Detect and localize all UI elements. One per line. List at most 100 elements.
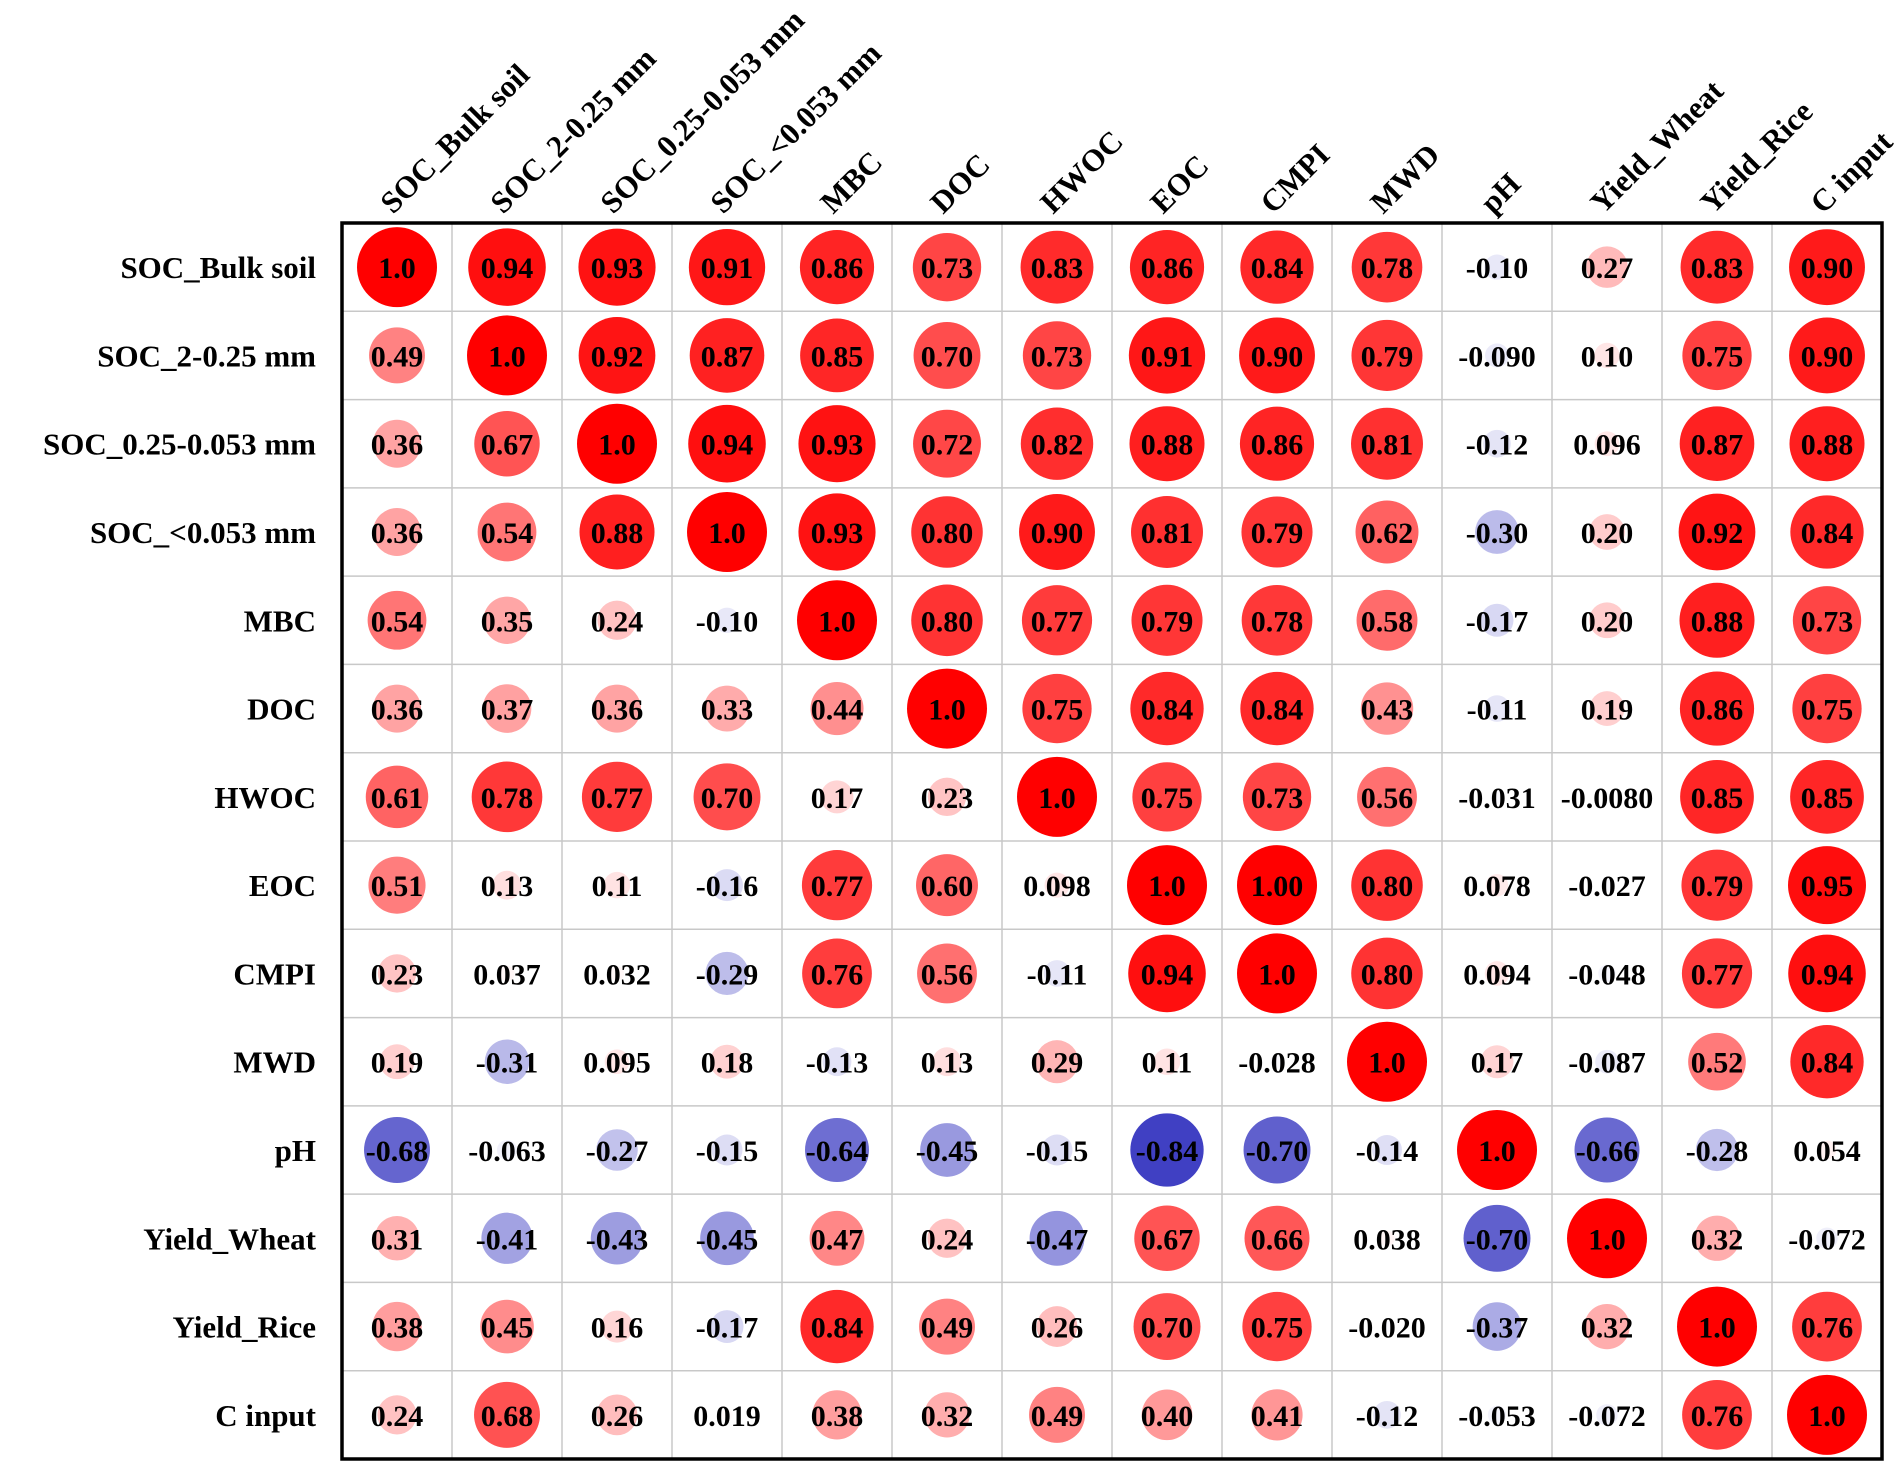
correlation-circle-eoc-cmpi [1237, 845, 1317, 926]
correlation-circle-yield-rice-soc-lt-0-053-mm [710, 1310, 744, 1344]
correlation-value-soc-lt-0-053-mm-soc-2-0-25-mm: 0.54 [481, 517, 534, 550]
correlation-value-soc-2-0-25-mm-mbc: 0.85 [811, 340, 864, 373]
correlation-value-mbc-eoc: 0.79 [1141, 605, 1194, 638]
correlation-circle-soc-bulk-soil-doc [912, 232, 982, 302]
correlation-circle-mwd-eoc [1153, 1048, 1181, 1075]
column-label-cmpi: CMPI [1253, 137, 1336, 220]
correlation-circle-c-input-yield-rice [1682, 1379, 1752, 1450]
correlation-circle-eoc-ph [1485, 873, 1509, 897]
correlation-value-hwoc-yield-wheat: -0.0080 [1561, 782, 1654, 815]
correlation-circle-soc-lt-0-053-mm-mwd [1355, 500, 1419, 564]
row-label-soc-0-25-0-053-mm: SOC_0.25-0.053 mm [43, 427, 316, 462]
correlation-value-doc-mwd: 0.43 [1361, 694, 1414, 727]
correlation-value-mbc-soc-bulk-soil: 0.54 [371, 605, 424, 638]
correlation-circle-ph-soc-bulk-soil [364, 1117, 430, 1183]
correlation-value-soc-bulk-soil-soc-bulk-soil: 1.0 [378, 252, 416, 285]
correlation-circle-doc-yield-wheat [1589, 691, 1625, 727]
correlation-circle-soc-bulk-soil-yield-wheat [1586, 246, 1628, 288]
correlation-circle-yield-wheat-ph [1463, 1204, 1531, 1272]
correlation-circle-mwd-mwd [1347, 1021, 1427, 1102]
correlation-value-c-input-soc-bulk-soil: 0.24 [371, 1400, 424, 1433]
correlation-value-mwd-soc-2-0-25-mm: -0.31 [476, 1047, 539, 1080]
correlation-value-hwoc-cmpi: 0.73 [1251, 782, 1304, 815]
correlation-value-hwoc-yield-rice: 0.85 [1691, 782, 1744, 815]
correlation-circle-soc-lt-0-053-mm-eoc [1131, 496, 1203, 568]
correlation-value-ph-cmpi: -0.70 [1246, 1135, 1309, 1168]
correlation-circle-yield-wheat-soc-lt-0-053-mm [700, 1211, 754, 1266]
correlation-value-c-input-mwd: -0.12 [1356, 1400, 1419, 1433]
correlation-circle-cmpi-soc-2-0-25-mm [499, 965, 515, 982]
correlation-circle-soc-2-0-25-mm-c-input [1789, 317, 1865, 394]
correlation-value-soc-2-0-25-mm-soc-0-25-0-053-mm: 0.92 [591, 340, 644, 373]
row-labels: SOC_Bulk soil SOC_2-0.25 mm SOC_0.25-0.053… [43, 250, 317, 1433]
column-label-c-input: C input [1803, 123, 1900, 220]
correlation-circle-mwd-soc-2-0-25-mm [484, 1039, 530, 1084]
correlation-value-cmpi-mbc: 0.76 [811, 958, 864, 991]
correlation-value-hwoc-hwoc: 1.0 [1038, 782, 1076, 815]
row-label-hwoc: HWOC [214, 780, 316, 815]
correlation-circle-hwoc-doc [927, 777, 967, 817]
correlation-value-eoc-eoc: 1.0 [1148, 870, 1186, 903]
correlation-circle-yield-wheat-yield-rice [1694, 1215, 1740, 1261]
column-label-hwoc: HWOC [1033, 123, 1130, 220]
correlation-circle-yield-rice-soc-bulk-soil [372, 1301, 422, 1352]
correlation-value-cmpi-cmpi: 1.0 [1258, 958, 1296, 991]
correlation-value-cmpi-soc-0-25-0-053-mm: 0.032 [583, 958, 651, 991]
correlation-value-soc-lt-0-053-mm-soc-lt-0-053-mm: 1.0 [708, 517, 746, 550]
correlation-value-cmpi-c-input: 0.94 [1801, 958, 1854, 991]
correlation-value-yield-rice-yield-wheat: 0.32 [1581, 1312, 1634, 1345]
correlation-circle-soc-2-0-25-mm-ph [1485, 343, 1509, 368]
correlation-value-yield-wheat-soc-lt-0-053-mm: -0.45 [696, 1223, 759, 1256]
correlation-circle-soc-lt-0-053-mm-doc [911, 496, 983, 568]
correlation-circle-mbc-yield-rice [1679, 582, 1755, 658]
correlation-circle-cmpi-hwoc [1043, 960, 1071, 987]
correlation-circle-soc-lt-0-053-mm-soc-0-25-0-053-mm [579, 494, 655, 570]
correlation-value-yield-rice-soc-bulk-soil: 0.38 [371, 1312, 424, 1345]
correlation-value-yield-wheat-c-input: -0.072 [1788, 1223, 1866, 1256]
row-label-mbc: MBC [244, 603, 316, 638]
correlation-value-eoc-soc-lt-0-053-mm: -0.16 [696, 870, 759, 903]
correlation-value-doc-c-input: 0.75 [1801, 694, 1854, 727]
correlation-circle-soc-2-0-25-mm-eoc [1128, 317, 1206, 394]
correlation-circle-mbc-cmpi [1241, 584, 1313, 656]
correlation-value-mwd-doc: 0.13 [921, 1047, 974, 1080]
correlation-circle-soc-0-25-0-053-mm-mbc [798, 405, 876, 483]
correlation-value-mwd-yield-rice: 0.52 [1691, 1047, 1744, 1080]
correlation-value-yield-wheat-soc-2-0-25-mm: -0.41 [476, 1223, 539, 1256]
correlation-value-soc-bulk-soil-doc: 0.73 [921, 252, 974, 285]
correlation-value-soc-0-25-0-053-mm-hwoc: 0.82 [1031, 429, 1084, 462]
correlation-circle-ph-doc [920, 1123, 974, 1177]
correlation-circle-mwd-yield-rice [1688, 1032, 1746, 1091]
correlation-value-soc-bulk-soil-soc-lt-0-053-mm: 0.91 [701, 252, 754, 285]
row-label-doc: DOC [247, 692, 316, 727]
correlation-value-cmpi-doc: 0.56 [921, 958, 974, 991]
correlation-circle-eoc-soc-0-25-0-053-mm [603, 871, 631, 899]
correlation-value-soc-lt-0-053-mm-ph: -0.30 [1466, 517, 1529, 550]
row-label-mwd: MWD [233, 1045, 316, 1080]
correlation-value-cmpi-eoc: 0.94 [1141, 958, 1194, 991]
correlation-circle-cmpi-c-input [1788, 934, 1866, 1013]
correlation-value-hwoc-eoc: 0.75 [1141, 782, 1194, 815]
correlation-circle-soc-bulk-soil-mwd [1351, 231, 1423, 303]
correlation-circle-cmpi-eoc [1128, 934, 1206, 1013]
correlation-circle-soc-bulk-soil-yield-rice [1680, 230, 1754, 304]
correlation-value-soc-2-0-25-mm-doc: 0.70 [921, 340, 974, 373]
correlation-value-soc-0-25-0-053-mm-mwd: 0.81 [1361, 429, 1414, 462]
correlation-circle-soc-0-25-0-053-mm-c-input [1789, 406, 1865, 482]
correlation-circle-soc-0-25-0-053-mm-hwoc [1020, 407, 1094, 480]
correlation-circle-ph-hwoc [1041, 1134, 1073, 1166]
correlation-value-eoc-soc-bulk-soil: 0.51 [371, 870, 424, 903]
correlation-value-hwoc-mbc: 0.17 [811, 782, 864, 815]
correlation-circle-soc-0-25-0-053-mm-soc-0-25-0-053-mm [577, 403, 657, 484]
correlation-circle-doc-soc-lt-0-053-mm [704, 685, 750, 732]
correlation-value-eoc-soc-2-0-25-mm: 0.13 [481, 870, 534, 903]
correlation-value-mwd-mbc: -0.13 [806, 1047, 869, 1080]
correlation-circle-soc-2-0-25-mm-hwoc [1022, 321, 1092, 390]
correlation-value-eoc-c-input: 0.95 [1801, 870, 1854, 903]
correlation-value-doc-soc-bulk-soil: 0.36 [371, 694, 424, 727]
correlation-circle-eoc-soc-lt-0-053-mm [711, 869, 743, 902]
correlation-circle-soc-0-25-0-053-mm-mwd [1351, 407, 1423, 480]
correlation-circle-soc-0-25-0-053-mm-soc-2-0-25-mm [474, 410, 540, 477]
correlation-circle-eoc-c-input [1788, 846, 1866, 925]
row-label-c-input: C input [215, 1398, 316, 1433]
